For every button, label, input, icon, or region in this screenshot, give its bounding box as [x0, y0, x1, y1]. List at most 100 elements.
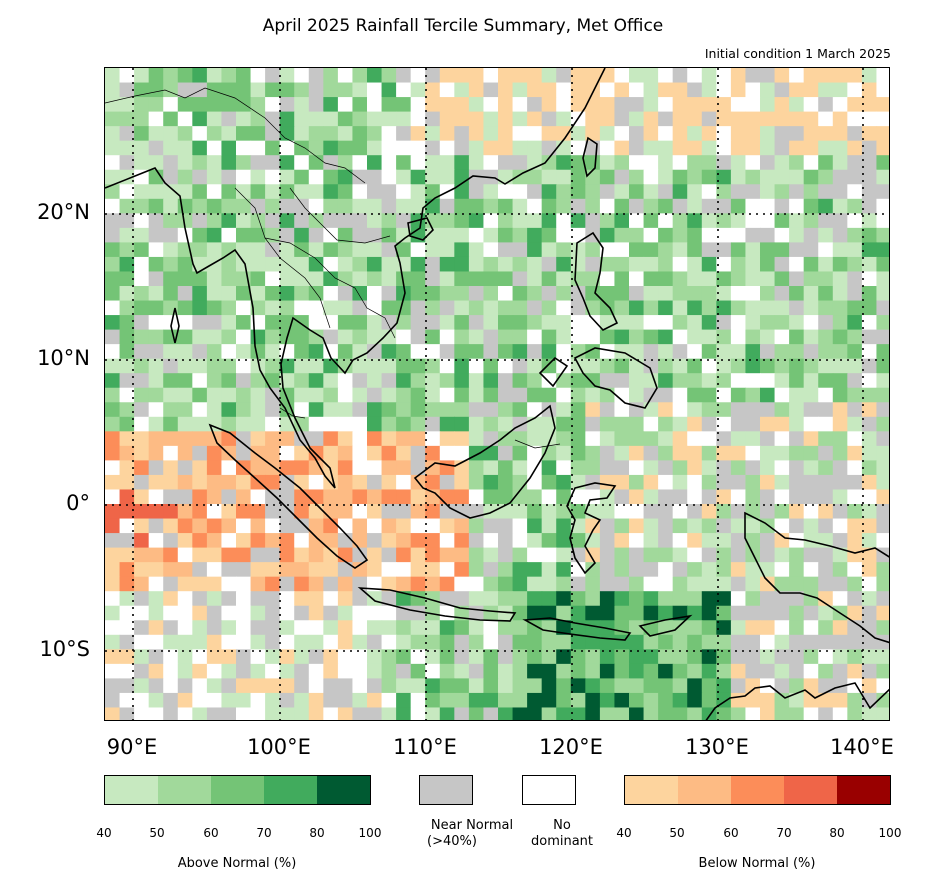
grid-cell — [512, 547, 528, 563]
grid-cell — [658, 82, 674, 98]
grid-cell — [279, 300, 295, 316]
grid-cell — [177, 271, 193, 287]
grid-cell — [512, 256, 528, 273]
grid-cell — [454, 198, 470, 214]
grid-cell — [643, 533, 659, 549]
grid-cell — [629, 431, 645, 447]
grid-cell — [716, 416, 732, 432]
grid-cell — [279, 111, 295, 127]
grid-cell — [381, 213, 397, 229]
grid-cell — [294, 591, 310, 607]
grid-cell — [367, 227, 383, 243]
grid-cell — [265, 329, 281, 345]
grid-cell — [396, 140, 412, 156]
grid-cell — [483, 547, 499, 563]
grid-cell — [134, 605, 150, 621]
grid-cell — [454, 576, 470, 592]
grid-cell — [352, 140, 368, 156]
grid-cell — [861, 198, 878, 214]
grid-cell — [134, 445, 150, 461]
grid-cell — [454, 474, 470, 491]
grid-cell — [250, 518, 266, 534]
grid-cell — [570, 126, 586, 142]
grid-cell — [687, 358, 703, 374]
grid-cell — [105, 82, 121, 98]
grid-cell — [221, 518, 237, 534]
grid-cell — [323, 256, 339, 273]
grid-cell — [134, 300, 150, 316]
grid-cell — [483, 489, 499, 505]
grid-cell — [337, 474, 354, 491]
grid-cell — [425, 242, 441, 258]
grid-cell — [803, 227, 819, 243]
grid-cell — [789, 445, 805, 461]
grid-cell — [570, 576, 586, 592]
grid-cell — [556, 271, 572, 287]
grid-cell — [643, 460, 659, 476]
grid-cell — [512, 300, 528, 316]
grid-cell — [148, 533, 164, 549]
grid-cell — [425, 474, 441, 491]
grid-cell — [294, 111, 310, 127]
grid-cell — [105, 489, 121, 505]
lon-label-100e: 100°E — [247, 735, 311, 759]
grid-cell — [192, 256, 208, 273]
grid-cell — [629, 591, 645, 607]
grid-cell — [556, 576, 572, 592]
grid-cell — [367, 591, 383, 607]
grid-cell — [119, 315, 135, 331]
lon-label-130e: 130°E — [685, 735, 749, 759]
grid-cell — [294, 358, 310, 374]
below-normal-swatch-50 — [678, 776, 731, 804]
grid-cell — [774, 344, 790, 360]
grid-cell — [614, 649, 630, 665]
above-tick-60: 60 — [203, 826, 219, 840]
grid-cell — [745, 591, 761, 607]
grid-cell — [876, 591, 889, 607]
grid-cell — [745, 198, 761, 214]
grid-cell — [163, 518, 179, 534]
grid-cell — [570, 213, 586, 229]
grid-cell — [236, 126, 252, 142]
grid-cell — [381, 68, 397, 84]
grid-cell — [410, 358, 426, 374]
grid-cell — [760, 460, 776, 476]
grid-cell — [541, 620, 557, 636]
grid-cell — [687, 68, 703, 84]
grid-cell — [236, 431, 252, 447]
grid-cell — [265, 97, 281, 113]
grid-cell — [483, 692, 499, 709]
grid-cell — [119, 562, 135, 578]
grid-cell — [323, 387, 339, 403]
grid-cell — [832, 68, 848, 84]
grid-cell — [818, 329, 834, 345]
grid-cell — [454, 634, 470, 650]
grid-cell — [410, 126, 426, 142]
grid-cell — [774, 576, 790, 592]
grid-cell — [381, 242, 397, 258]
grid-cell — [192, 169, 208, 185]
grid-cell — [206, 547, 223, 563]
grid-cell — [658, 707, 674, 720]
grid-cell — [352, 533, 368, 549]
grid-cell — [177, 576, 193, 592]
grid-cell — [308, 155, 324, 171]
grid-cell — [439, 533, 455, 549]
grid-cell — [119, 344, 135, 360]
grid-cell — [134, 707, 150, 720]
grid-cell — [294, 576, 310, 592]
grid-cell — [730, 445, 747, 461]
grid-cell — [701, 111, 717, 127]
grid-cell — [745, 474, 761, 491]
grid-cell — [119, 576, 135, 592]
grid-cell — [847, 576, 863, 592]
grid-cell — [163, 445, 179, 461]
grid-cell — [760, 605, 776, 621]
grid-cell — [236, 387, 252, 403]
grid-cell — [556, 663, 572, 679]
grid-cell — [789, 315, 805, 331]
grid-cell — [367, 329, 383, 345]
grid-cell — [337, 663, 354, 679]
grid-cell — [265, 227, 281, 243]
grid-cell — [483, 286, 499, 302]
